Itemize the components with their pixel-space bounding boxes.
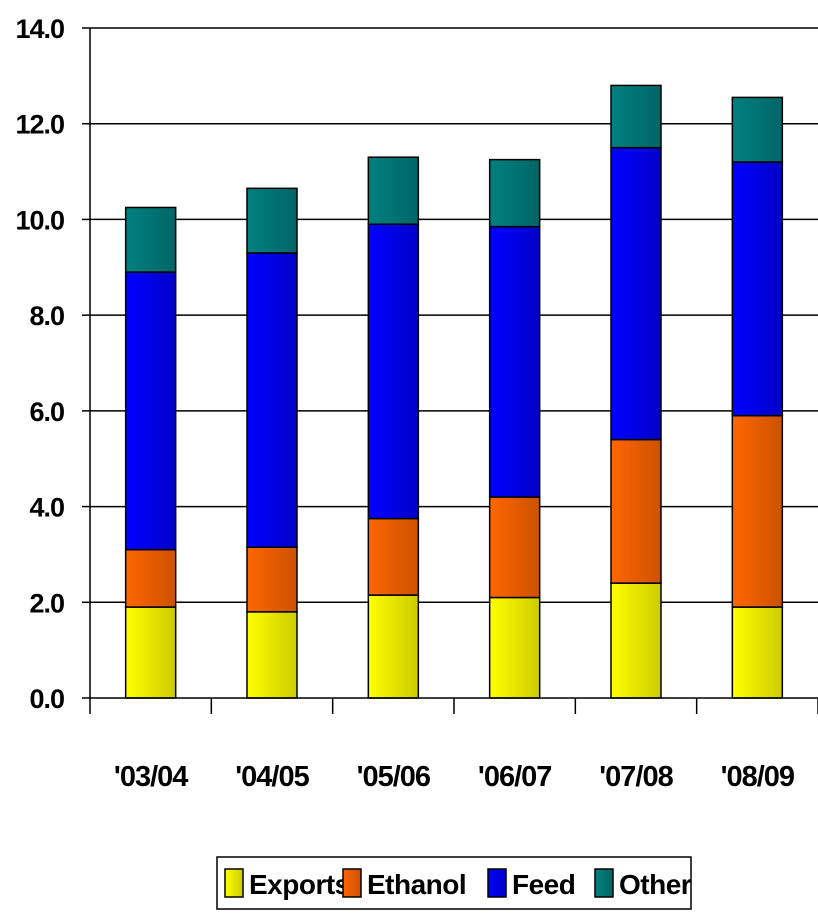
bar-segment-exports	[124, 606, 177, 699]
bar-segment-exports	[488, 596, 541, 699]
bar-segment-other	[246, 187, 298, 254]
gridlines	[90, 27, 818, 604]
bar-segment-other	[731, 96, 784, 163]
y-axis-tick-labels: 0.0 2.0 4.0 6.0 8.0 10.0 12.0 14.0	[15, 14, 65, 714]
legend-swatch-exports	[224, 868, 244, 898]
bar-segment-feed	[124, 271, 177, 551]
bar-segment-other	[610, 84, 662, 149]
bar-segment-exports	[610, 582, 662, 699]
bar-segment-other	[124, 206, 177, 273]
bar-segment-other	[367, 156, 420, 225]
y-tick-label: 6.0	[29, 397, 64, 427]
x-tick-label: '06/07	[478, 761, 551, 793]
bar-segment-ethanol	[246, 546, 298, 613]
x-axis-tick-labels: '03/04 '04/05 '05/06 '06/07 '07/08 '08/09	[114, 761, 796, 793]
bar-segment-ethanol	[367, 517, 420, 596]
x-tick-label: '03/04	[114, 761, 188, 793]
y-tick-label: 14.0	[15, 14, 64, 44]
legend-swatch-other	[594, 868, 614, 898]
bar-segment-feed	[488, 225, 541, 498]
x-tick-label: '05/06	[357, 761, 431, 793]
y-tick-label: 10.0	[15, 205, 64, 235]
legend-label-other: Other	[619, 869, 692, 900]
y-tick-label: 12.0	[15, 110, 64, 140]
bar-segment-exports	[731, 606, 784, 699]
legend-swatch-ethanol	[342, 868, 362, 898]
legend-swatch-feed	[487, 868, 507, 898]
bar-segment-ethanol	[610, 438, 662, 584]
legend-label-feed: Feed	[512, 869, 575, 900]
bars	[124, 84, 784, 699]
axes	[82, 27, 818, 714]
bar-segment-other	[488, 158, 541, 228]
legend-label-exports: Exports	[249, 869, 350, 900]
y-tick-label: 4.0	[29, 493, 64, 523]
bar-segment-exports	[367, 594, 420, 699]
legend: Exports Ethanol Feed Other	[216, 856, 692, 910]
bar-segment-exports	[246, 611, 298, 699]
x-tick-label: '07/08	[599, 761, 673, 793]
bar-segment-feed	[610, 146, 662, 441]
bar-segment-feed	[367, 223, 420, 520]
bar-segment-feed	[731, 161, 784, 417]
y-tick-label: 8.0	[29, 301, 64, 331]
x-tick-label: '04/05	[235, 761, 309, 793]
bar-segment-feed	[246, 252, 298, 549]
bar-segment-ethanol	[731, 414, 784, 608]
y-tick-label: 2.0	[29, 588, 64, 618]
legend-label-ethanol: Ethanol	[367, 869, 466, 900]
y-tick-label: 0.0	[29, 684, 64, 714]
bar-segment-ethanol	[488, 496, 541, 599]
x-tick-label: '08/09	[721, 761, 795, 793]
bar-segment-ethanol	[124, 548, 177, 608]
